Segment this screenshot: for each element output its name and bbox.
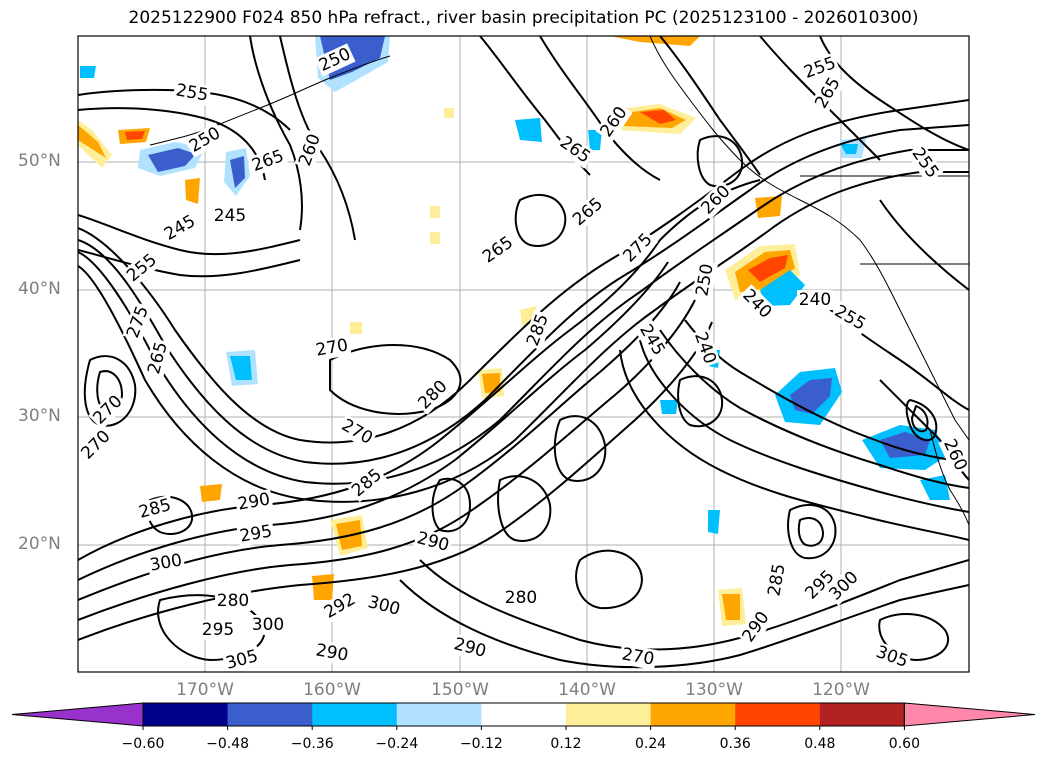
longitude-label: 120°W (812, 680, 870, 700)
colorbar-tick-label: −0.48 (206, 736, 250, 752)
contour-label-background (477, 231, 519, 269)
contour-label-background (88, 390, 128, 430)
contour-label-background (938, 434, 972, 476)
colorbar-swatch (143, 703, 229, 726)
contour-label-background (294, 129, 326, 171)
longitude-label: 140°W (558, 680, 616, 700)
contour-label-background (121, 248, 163, 288)
contour-label-background (871, 641, 913, 673)
contour-label-background (764, 560, 790, 600)
colorbar-outline (142, 702, 905, 727)
contour-label-background (696, 180, 736, 220)
contour-label-background (346, 463, 388, 503)
contour-label-background (236, 521, 276, 547)
colorbar-extend-low (11, 702, 144, 727)
colorbar-swatch (312, 703, 398, 726)
colorbar-tick-label: 0.48 (804, 736, 836, 752)
colorbar-swatch (735, 703, 821, 726)
contour-label-background (159, 210, 201, 246)
contour-label-background (595, 101, 633, 143)
contour-label-background (906, 142, 944, 184)
contour-label-background (215, 591, 251, 611)
contour-label-background (364, 591, 404, 621)
contour-label-background (76, 425, 116, 465)
contour-label: 300 (252, 615, 284, 635)
contour-label-background (810, 72, 846, 114)
colorbar-swatch (396, 703, 482, 726)
colorbar-tick-label: 0.24 (635, 736, 667, 752)
colorbar-swatch (566, 703, 652, 726)
contour-label-background (336, 414, 378, 450)
colorbar-tick-label: −0.24 (375, 736, 419, 752)
contour-label-background (413, 375, 453, 415)
contour-label-background (503, 588, 539, 608)
longitude-label: 160°W (303, 680, 361, 700)
colorbar-swatch (650, 703, 736, 726)
latitude-label: 30°N (18, 406, 61, 426)
colorbar-tick-label: 0.36 (719, 736, 751, 752)
colorbar-tick-label: 0.60 (888, 736, 920, 752)
contour-label-background (143, 338, 173, 378)
latitude-label: 20°N (18, 534, 61, 554)
contour-label: 240 (799, 290, 831, 310)
contour-label-background (222, 645, 262, 675)
contour-label-background (737, 284, 777, 324)
colorbar-swatch (227, 703, 313, 726)
latitude-label: 40°N (18, 279, 61, 299)
contour-label-background (554, 131, 596, 169)
contour-label-background (824, 566, 864, 606)
contour-label-background (234, 489, 274, 515)
contour-label-background (829, 300, 871, 336)
contour-label-background (567, 192, 609, 232)
contour-label-background (450, 633, 490, 663)
contour-label-background (247, 145, 289, 177)
contour-label-background (250, 615, 286, 635)
colorbar-extend-high (903, 702, 1036, 727)
longitude-label: 150°W (431, 680, 489, 700)
contour-label-background (146, 550, 186, 576)
contour-label-background (689, 327, 721, 369)
coastlines (149, 36, 969, 526)
precipitation-shading (78, 36, 950, 626)
longitude-label: 170°W (176, 680, 234, 700)
contour-label-background (522, 309, 554, 351)
map-frame (77, 35, 970, 673)
contour-label-background (172, 80, 212, 106)
longitude-label: 130°W (685, 680, 743, 700)
contour-label: 245 (214, 206, 246, 226)
colorbar-swatch (481, 703, 567, 726)
contour-label-background (122, 301, 154, 343)
contour-label-background (413, 527, 453, 557)
latitude-label: 50°N (18, 151, 61, 171)
contour-label-background (184, 122, 226, 158)
contour-label-background (319, 588, 361, 624)
contour-label-background (618, 644, 658, 670)
contour-label-background (212, 206, 248, 226)
contour-label-background (797, 290, 833, 310)
contour-label-background (634, 319, 670, 361)
contour-label-background (692, 260, 718, 300)
contour-label-background (200, 620, 236, 640)
colorbar-tick-label: −0.36 (290, 736, 334, 752)
contour-label-background (800, 565, 840, 605)
contour-label: 280 (505, 588, 537, 608)
contour-label-background (314, 43, 356, 77)
colorbar-tick-label: −0.12 (459, 736, 503, 752)
contour-label-background (618, 228, 658, 268)
contour-label-background (737, 606, 775, 648)
contour-label-background (135, 494, 175, 524)
contour-label-background (799, 52, 841, 84)
colorbar-swatch (819, 703, 905, 726)
contour-label: 295 (202, 620, 234, 640)
map-title: 2025122900 F024 850 hPa refract., river … (128, 8, 919, 28)
contour-label: 280 (217, 591, 249, 611)
contour-label-background (312, 335, 352, 361)
colorbar-tick-label: −0.60 (121, 736, 165, 752)
colorbar-tick-label: 0.12 (550, 736, 582, 752)
contour-label-background (312, 640, 352, 666)
